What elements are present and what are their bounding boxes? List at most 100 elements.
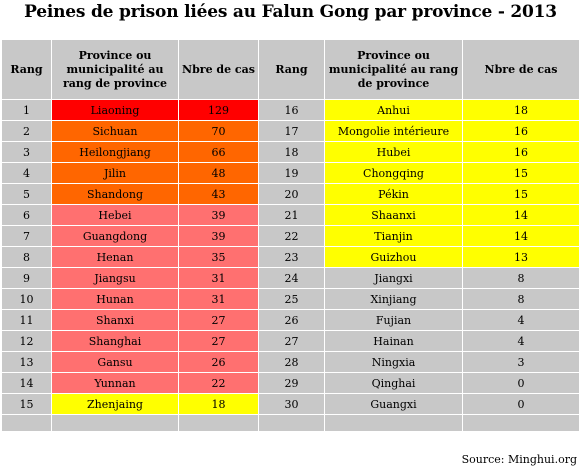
province-cell: Shanxi (51, 309, 179, 331)
province-cell: Xinjiang (324, 288, 463, 310)
table-row: 15 Zhenjaing 18 30 Guangxi 0 (1, 393, 580, 415)
cases-cell: 0 (462, 393, 580, 415)
rank-cell: 20 (258, 183, 325, 205)
rank-cell: 21 (258, 204, 325, 226)
province-cell: Mongolie intérieure (324, 120, 463, 142)
rank-cell: 8 (1, 246, 52, 268)
cases-cell: 48 (178, 162, 259, 184)
province-cell: Fujian (324, 309, 463, 331)
rank-cell: 12 (1, 330, 52, 352)
rank-cell: 18 (258, 141, 325, 163)
bottom-spacer-row (1, 414, 580, 432)
rank-cell: 6 (1, 204, 52, 226)
province-cell: Anhui (324, 99, 463, 121)
province-cell: Shaanxi (324, 204, 463, 226)
cases-cell: 66 (178, 141, 259, 163)
province-cell: Jiangsu (51, 267, 179, 289)
rank-cell: 7 (1, 225, 52, 247)
rank-cell: 28 (258, 351, 325, 373)
province-cell: Guangdong (51, 225, 179, 247)
province-cell: Ningxia (324, 351, 463, 373)
table-title: Peines de prison liées au Falun Gong par… (24, 2, 557, 22)
province-cell: Sichuan (51, 120, 179, 142)
table-row: 9 Jiangsu 31 24 Jiangxi 8 (1, 267, 580, 289)
province-cell: Hainan (324, 330, 463, 352)
cases-cell: 8 (462, 267, 580, 289)
cases-cell: 27 (178, 309, 259, 331)
table-row: 11 Shanxi 27 26 Fujian 4 (1, 309, 580, 331)
rank-cell: 5 (1, 183, 52, 205)
cases-cell: 129 (178, 99, 259, 121)
rank-cell: 29 (258, 372, 325, 394)
table-row: 5 Shandong 43 20 Pékin 15 (1, 183, 580, 205)
table-row: 8 Henan 35 23 Guizhou 13 (1, 246, 580, 268)
rank-cell: 1 (1, 99, 52, 121)
rank-cell: 22 (258, 225, 325, 247)
cases-cell: 26 (178, 351, 259, 373)
rank-cell: 9 (1, 267, 52, 289)
cases-cell: 16 (462, 120, 580, 142)
rank-cell: 3 (1, 141, 52, 163)
cases-cell: 3 (462, 351, 580, 373)
header-province-right: Province ou municipalité au rang de prov… (324, 39, 463, 100)
header-rank-left: Rang (1, 39, 52, 100)
rank-cell: 27 (258, 330, 325, 352)
cases-cell: 70 (178, 120, 259, 142)
cases-cell: 18 (178, 393, 259, 415)
province-cell: Chongqing (324, 162, 463, 184)
rank-cell: 15 (1, 393, 52, 415)
cases-cell: 14 (462, 225, 580, 247)
province-cell: Liaoning (51, 99, 179, 121)
province-cell: Heilongjiang (51, 141, 179, 163)
province-cell: Henan (51, 246, 179, 268)
province-cell: Hunan (51, 288, 179, 310)
cases-cell: 16 (462, 141, 580, 163)
cases-cell: 43 (178, 183, 259, 205)
province-cell: Shandong (51, 183, 179, 205)
rank-cell: 13 (1, 351, 52, 373)
province-cell: Yunnan (51, 372, 179, 394)
table-row: 12 Shanghai 27 27 Hainan 4 (1, 330, 580, 352)
province-cell: Zhenjaing (51, 393, 179, 415)
cases-cell: 15 (462, 162, 580, 184)
rank-cell: 23 (258, 246, 325, 268)
spacer-row (1, 21, 580, 40)
rank-cell: 24 (258, 267, 325, 289)
rank-cell: 11 (1, 309, 52, 331)
source-note: Source: Minghui.org (461, 453, 577, 466)
province-cell: Jilin (51, 162, 179, 184)
cases-cell: 35 (178, 246, 259, 268)
cases-cell: 4 (462, 309, 580, 331)
cases-cell: 8 (462, 288, 580, 310)
province-cell: Jiangxi (324, 267, 463, 289)
table-row: 7 Guangdong 39 22 Tianjin 14 (1, 225, 580, 247)
province-cell: Guizhou (324, 246, 463, 268)
rank-cell: 30 (258, 393, 325, 415)
rank-cell: 25 (258, 288, 325, 310)
rank-cell: 26 (258, 309, 325, 331)
header-cases-right: Nbre de cas (462, 39, 580, 100)
table-row: 2 Sichuan 70 17 Mongolie intérieure 16 (1, 120, 580, 142)
table-row: 14 Yunnan 22 29 Qinghai 0 (1, 372, 580, 394)
province-table: Rang Province ou municipalité au rang de… (1, 21, 580, 432)
rank-cell: 16 (258, 99, 325, 121)
province-cell: Hebei (51, 204, 179, 226)
cases-cell: 0 (462, 372, 580, 394)
cases-cell: 14 (462, 204, 580, 226)
rank-cell: 17 (258, 120, 325, 142)
cases-cell: 31 (178, 288, 259, 310)
rank-cell: 14 (1, 372, 52, 394)
table-row: 4 Jilin 48 19 Chongqing 15 (1, 162, 580, 184)
cases-cell: 15 (462, 183, 580, 205)
rank-cell: 10 (1, 288, 52, 310)
cases-cell: 39 (178, 204, 259, 226)
province-cell: Tianjin (324, 225, 463, 247)
rank-cell: 19 (258, 162, 325, 184)
province-cell: Gansu (51, 351, 179, 373)
table-row: 10 Hunan 31 25 Xinjiang 8 (1, 288, 580, 310)
table-row: 3 Heilongjiang 66 18 Hubei 16 (1, 141, 580, 163)
province-cell: Pékin (324, 183, 463, 205)
rank-cell: 4 (1, 162, 52, 184)
cases-cell: 27 (178, 330, 259, 352)
table-row: 6 Hebei 39 21 Shaanxi 14 (1, 204, 580, 226)
